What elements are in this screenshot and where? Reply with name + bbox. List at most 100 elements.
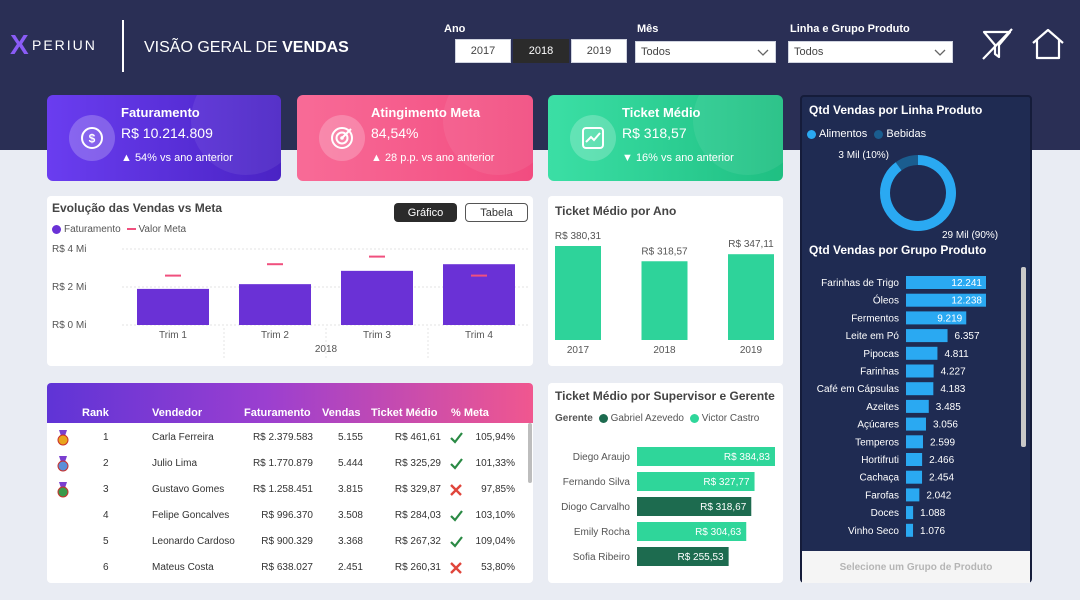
year-button-2018[interactable]: 2018 <box>513 39 569 63</box>
check-icon <box>450 536 463 548</box>
y-tick-label: R$ 2 Mi <box>52 282 86 293</box>
ticket-ano-title: Ticket Médio por Ano <box>555 204 677 218</box>
brand-logo: X PERIUN <box>10 30 120 60</box>
supervisor-bar <box>637 447 775 466</box>
rank-cell: 3 <box>103 484 109 495</box>
kpi-card-faturamento: $ Faturamento R$ 10.214.809 ▲ 54% vs ano… <box>47 95 281 181</box>
medal-icon <box>57 482 69 498</box>
legend-marker <box>52 224 61 234</box>
cross-icon <box>450 562 462 574</box>
col-ticket-medio[interactable]: Ticket Médio <box>371 407 438 419</box>
ticket-ano-chart: R$ 380,31 2017 R$ 318,57 2018 R$ 347,11 2019 <box>555 231 774 356</box>
x-tick-label: Trim 4 <box>465 330 493 341</box>
ranking-header: Rank Vendedor Faturamento Vendas Ticket … <box>47 383 533 423</box>
vendas-cell: 3.508 <box>337 510 363 521</box>
grupo-label: Fermentos <box>851 313 899 324</box>
trend-chart-icon <box>582 127 604 149</box>
check-icon <box>450 432 463 444</box>
ticket-cell: R$ 329,87 <box>394 484 441 495</box>
legend-victor: Victor Castro <box>701 413 760 424</box>
faturamento-bar <box>341 270 413 325</box>
linha-produto-donut: 3 Mil (10%) 29 Mil (90%) <box>838 150 998 241</box>
grupo-bar <box>906 276 986 289</box>
grupo-label: Farinhas de Trigo <box>821 278 899 289</box>
tabela-toggle-button[interactable]: Tabela <box>465 203 528 222</box>
mes-dropdown-value: Todos <box>641 46 671 58</box>
grupo-value: 6.357 <box>955 331 980 342</box>
grupo-value: 2.454 <box>929 473 954 484</box>
col-faturamento[interactable]: Faturamento <box>244 407 311 419</box>
ticket-ano-value: R$ 347,11 <box>728 239 774 250</box>
legend-gabriel: Gabriel Azevedo <box>610 413 684 424</box>
meta-cell: 101,33% <box>475 458 515 469</box>
ticket-ano-value: R$ 318,57 <box>641 246 688 257</box>
grupo-bar <box>906 435 923 449</box>
ranking-scrollbar[interactable] <box>528 423 532 483</box>
meta-cell: 103,10% <box>475 510 515 521</box>
faturamento-cell: R$ 900.329 <box>261 536 313 547</box>
x-tick-label: 2018 <box>653 345 676 356</box>
vendas-cell: 3.815 <box>337 484 363 495</box>
meta-cell: 97,85% <box>481 484 515 495</box>
col-meta[interactable]: % Meta <box>451 407 489 419</box>
legend-marker <box>689 413 699 423</box>
y-tick-label: R$ 0 Mi <box>52 320 86 331</box>
faturamento-cell: R$ 1.770.879 <box>252 458 313 469</box>
supervisor-value: R$ 327,77 <box>703 477 750 488</box>
kpi-card-atingimento-meta: Atingimento Meta 84,54% ▲ 28 p.p. vs ano… <box>297 95 533 181</box>
x-tick-label: Trim 2 <box>261 330 289 341</box>
legend-bebidas: Bebidas <box>886 128 927 140</box>
x-axis-year-label: 2018 <box>315 344 338 355</box>
page-title: VISÃO GERAL DE VENDAS <box>144 39 349 56</box>
evolucao-chart: R$ 4 Mi R$ 2 Mi R$ 0 Mi Trim 1 Trim 2 Trim 3 T… <box>52 244 530 360</box>
vendas-cell: 2.451 <box>337 562 363 573</box>
col-vendedor[interactable]: Vendedor <box>152 407 203 419</box>
col-vendas[interactable]: Vendas <box>322 407 361 419</box>
ranking-table: Rank Vendedor Faturamento Vendas Ticket … <box>47 383 533 583</box>
supervisor-value: R$ 318,67 <box>700 502 747 513</box>
home-icon[interactable] <box>1030 26 1066 62</box>
year-button-2017[interactable]: 2017 <box>455 39 511 63</box>
clear-filters-icon[interactable] <box>980 26 1016 62</box>
faturamento-bar <box>443 264 515 325</box>
meta-cell: 109,04% <box>475 536 515 547</box>
table-row[interactable]: 3 Gustavo Gomes R$ 1.258.451 3.815 R$ 329,87… <box>47 481 527 501</box>
donut-label-alimentos: 29 Mil (90%) <box>942 230 998 241</box>
header-divider <box>122 20 124 72</box>
grupo-label: Óleos <box>873 294 899 307</box>
grupo-scrollbar[interactable] <box>1021 267 1026 447</box>
supervisor-bar <box>637 547 729 566</box>
select-grupo-button[interactable]: Selecione um Grupo de Produto <box>802 551 1030 583</box>
table-row[interactable]: 2 Julio Lima R$ 1.770.879 5.444 R$ 325,29 101… <box>47 455 527 475</box>
legend-faturamento: Faturamento <box>64 224 121 235</box>
check-icon <box>450 510 463 522</box>
donut-label-bebidas: 3 Mil (10%) <box>838 150 889 161</box>
grupo-bar <box>906 488 920 502</box>
supervisor-value: R$ 304,63 <box>695 527 742 538</box>
grupo-label: Açúcares <box>857 420 899 431</box>
ticket-ano-bar <box>728 254 774 340</box>
supervisor-bar <box>637 497 752 516</box>
target-icon <box>331 127 353 149</box>
right-panel: Qtd Vendas por Linha Produto Alimentos B… <box>800 95 1032 583</box>
grafico-toggle-button[interactable]: Gráfico <box>394 203 457 222</box>
faturamento-cell: R$ 996.370 <box>261 510 313 521</box>
table-row[interactable]: 1 Carla Ferreira R$ 2.379.583 5.155 R$ 461,6… <box>47 429 527 449</box>
legend-alimentos: Alimentos <box>819 128 868 140</box>
year-button-2019[interactable]: 2019 <box>571 39 627 63</box>
faturamento-bar <box>239 284 311 325</box>
linha-grupo-dropdown[interactable]: Todos <box>788 41 953 63</box>
grupo-produto-title: Qtd Vendas por Grupo Produto <box>809 243 987 257</box>
col-rank[interactable]: Rank <box>82 407 109 419</box>
table-row[interactable]: 4 Felipe Goncalves R$ 996.370 3.508 R$ 284,0… <box>47 507 527 527</box>
table-row[interactable]: 5 Leonardo Cardoso R$ 900.329 3.368 R$ 267,3… <box>47 533 527 553</box>
grupo-label: Hortifruti <box>861 455 899 466</box>
vendedor-cell: Felipe Goncalves <box>152 510 230 521</box>
table-row[interactable]: 6 Mateus Costa R$ 638.027 2.451 R$ 260,31 53,… <box>47 559 527 579</box>
grupo-value: 4.811 <box>944 349 969 360</box>
x-tick-label: 2019 <box>740 345 763 356</box>
grupo-label: Leite em Pó <box>846 331 900 342</box>
grupo-label: Farofas <box>865 490 899 501</box>
mes-dropdown[interactable]: Todos <box>635 41 776 63</box>
supervisor-title: Ticket Médio por Supervisor e Gerente <box>555 389 775 403</box>
